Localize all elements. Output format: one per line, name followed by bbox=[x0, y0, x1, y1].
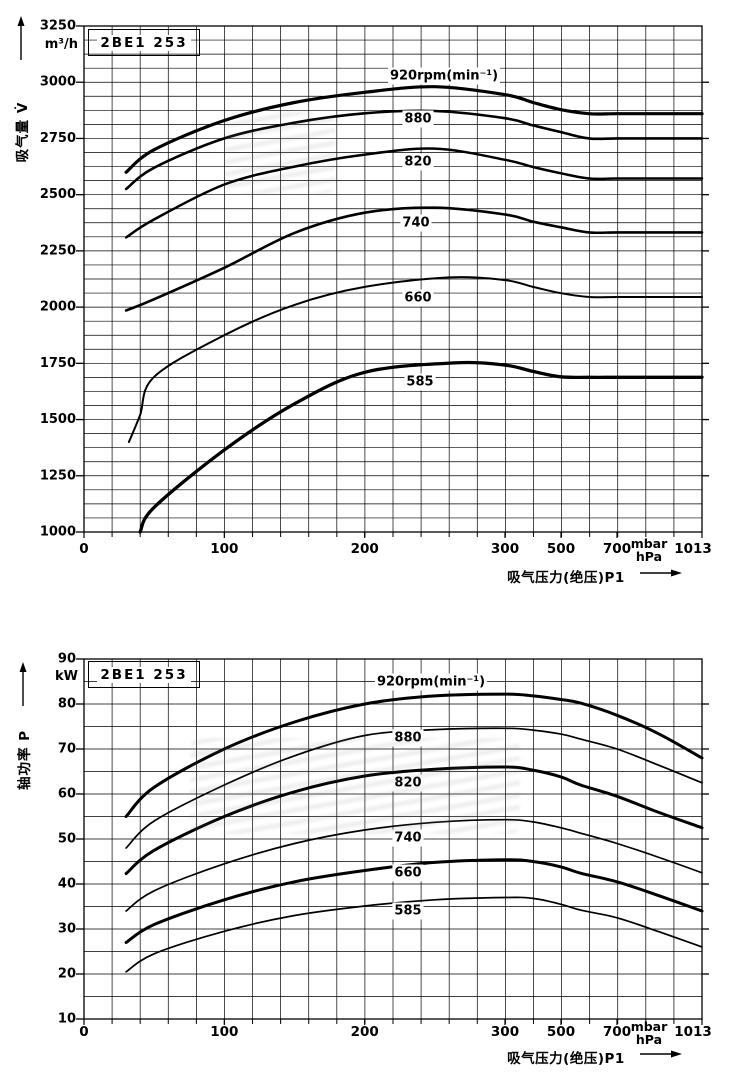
svg-text:500: 500 bbox=[547, 541, 575, 557]
curve-920rpm bbox=[124, 85, 704, 174]
svg-text:30: 30 bbox=[58, 922, 76, 937]
svg-text:0: 0 bbox=[79, 541, 88, 557]
y-axis-title-capacity: 吸气量 V̇ bbox=[15, 101, 31, 163]
curve-label-920: 920rpm(min⁻¹) bbox=[377, 675, 485, 690]
curve-label-660: 660 bbox=[404, 291, 431, 306]
curve-820rpm bbox=[124, 147, 704, 239]
x-axis-title-capacity: 吸气压力(绝压)P1 bbox=[507, 570, 625, 586]
svg-text:80: 80 bbox=[58, 697, 76, 712]
svg-text:300: 300 bbox=[491, 1024, 519, 1040]
model-box-power: 2BE1 253 bbox=[88, 661, 200, 688]
svg-text:100: 100 bbox=[210, 1024, 238, 1040]
curve-label-820: 820 bbox=[394, 776, 421, 791]
curve-660rpm bbox=[124, 858, 704, 944]
right-arrow-icon bbox=[671, 569, 682, 577]
svg-text:2250: 2250 bbox=[40, 243, 76, 258]
curve-label-880: 880 bbox=[404, 112, 431, 127]
curve-585rpm bbox=[125, 896, 703, 973]
curve-labels: 920rpm(min⁻¹) 880 820 740 660 585 bbox=[374, 673, 488, 920]
curve-660rpm bbox=[127, 276, 703, 443]
model-box-capacity: 2BE1 253 bbox=[88, 29, 200, 56]
x-unit-mbar: mbar bbox=[631, 1019, 668, 1034]
curve-label-585: 585 bbox=[406, 375, 433, 390]
svg-text:50: 50 bbox=[58, 832, 76, 847]
curve-740rpm bbox=[124, 206, 704, 312]
shaft-power-curves: 90 80 70 60 50 40 30 20 100 100 200 300 500 700 1013 mb… bbox=[19, 652, 712, 1058]
curve-880rpm bbox=[125, 727, 703, 849]
curve-880rpm bbox=[124, 109, 704, 191]
curve-920rpm bbox=[124, 692, 704, 818]
curve-label-740: 740 bbox=[394, 831, 421, 846]
svg-text:1000: 1000 bbox=[40, 525, 76, 540]
svg-text:1013: 1013 bbox=[674, 541, 712, 557]
speed-curves bbox=[124, 692, 704, 973]
svg-text:2000: 2000 bbox=[40, 300, 76, 315]
svg-text:40: 40 bbox=[58, 877, 76, 892]
svg-text:1500: 1500 bbox=[40, 412, 76, 427]
svg-text:2500: 2500 bbox=[40, 187, 76, 202]
svg-text:20: 20 bbox=[58, 967, 76, 982]
curve-label-585: 585 bbox=[394, 904, 421, 919]
svg-text:60: 60 bbox=[58, 787, 76, 802]
curve-820rpm bbox=[124, 765, 704, 876]
svg-text:700: 700 bbox=[603, 541, 631, 557]
watermark bbox=[225, 112, 335, 194]
svg-text:200: 200 bbox=[351, 541, 379, 557]
curve-label-740: 740 bbox=[402, 216, 429, 231]
curve-label-920: 920rpm(min⁻¹) bbox=[390, 69, 498, 84]
suction-capacity-curves: 3250300027502500225020001750150012501000… bbox=[17, 16, 712, 577]
model-label: 2BE1 253 bbox=[97, 34, 191, 51]
svg-text:10: 10 bbox=[58, 1012, 76, 1027]
right-arrow-icon bbox=[671, 1050, 682, 1058]
axis-arrows bbox=[19, 662, 682, 1058]
svg-text:1750: 1750 bbox=[40, 356, 76, 371]
speed-curves bbox=[124, 85, 704, 534]
svg-text:200: 200 bbox=[351, 1024, 379, 1040]
svg-text:3250: 3250 bbox=[40, 19, 76, 34]
x-unit-hpa: hPa bbox=[636, 549, 662, 564]
axis-arrows bbox=[17, 16, 682, 577]
curve-label-820: 820 bbox=[404, 155, 431, 170]
y-tick-labels: 90 80 70 60 50 40 30 20 10 bbox=[58, 652, 709, 1027]
x-unit-hpa: hPa bbox=[636, 1032, 662, 1047]
y-unit-capacity: m³/h bbox=[44, 37, 78, 52]
svg-text:70: 70 bbox=[58, 742, 76, 757]
up-arrow-icon bbox=[17, 16, 25, 26]
svg-text:2750: 2750 bbox=[40, 131, 76, 146]
svg-text:700: 700 bbox=[603, 1024, 631, 1040]
y-unit-power: kW bbox=[55, 669, 78, 684]
curve-585rpm bbox=[138, 360, 704, 534]
svg-text:500: 500 bbox=[547, 1024, 575, 1040]
curve-label-880: 880 bbox=[394, 731, 421, 746]
plot-border bbox=[83, 25, 703, 533]
svg-text:90: 90 bbox=[58, 652, 76, 667]
svg-text:300: 300 bbox=[491, 541, 519, 557]
svg-text:3000: 3000 bbox=[40, 75, 76, 90]
svg-text:100: 100 bbox=[210, 541, 238, 557]
curve-740rpm bbox=[125, 818, 703, 912]
x-unit-mbar: mbar bbox=[631, 536, 668, 551]
y-tick-labels: 3250 3000 2750 2500 2250 2000 1750 1500 1250 1000 bbox=[40, 19, 709, 540]
watermark bbox=[190, 738, 520, 834]
curve-label-660: 660 bbox=[394, 866, 421, 881]
svg-text:0: 0 bbox=[79, 1024, 88, 1040]
y-axis-title-power: 轴功率 P bbox=[17, 729, 33, 791]
up-arrow-icon bbox=[19, 662, 27, 672]
svg-text:1250: 1250 bbox=[40, 468, 76, 483]
model-label: 2BE1 253 bbox=[97, 666, 191, 683]
x-axis-title-power: 吸气压力(绝压)P1 bbox=[507, 1051, 625, 1067]
svg-text:1013: 1013 bbox=[674, 1024, 712, 1040]
curve-labels: 920rpm(min⁻¹) 880 820 740 660 585 bbox=[387, 67, 501, 391]
